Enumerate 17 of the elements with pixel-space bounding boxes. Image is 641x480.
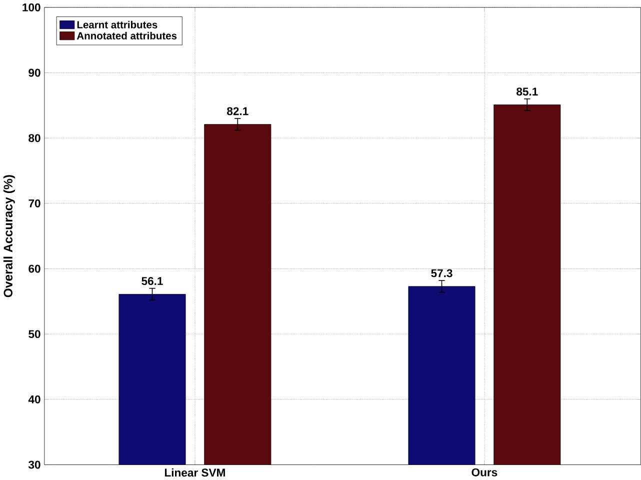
data-label: 57.3 <box>431 269 452 278</box>
legend-label: Learnt attributes <box>77 20 158 28</box>
y-tick-label: 70 <box>28 199 40 208</box>
y-axis-title: Overall Accuracy (%) <box>3 175 15 298</box>
data-label: 82.1 <box>227 107 248 116</box>
y-tick-label: 30 <box>28 460 40 469</box>
y-tick-label: 60 <box>28 264 40 273</box>
x-tick-label: Ours <box>472 468 498 476</box>
y-tick-label: 80 <box>28 134 40 142</box>
x-tick-label: Linear SVM <box>164 468 225 477</box>
y-tick-label: 50 <box>28 330 40 338</box>
data-label: 85.1 <box>516 88 538 96</box>
y-tick-label: 40 <box>28 395 40 404</box>
data-label: 56.1 <box>142 277 163 286</box>
legend-label: Annotated attributes <box>76 32 177 40</box>
y-tick-label: 100 <box>22 3 40 12</box>
y-tick-label: 90 <box>28 68 40 77</box>
